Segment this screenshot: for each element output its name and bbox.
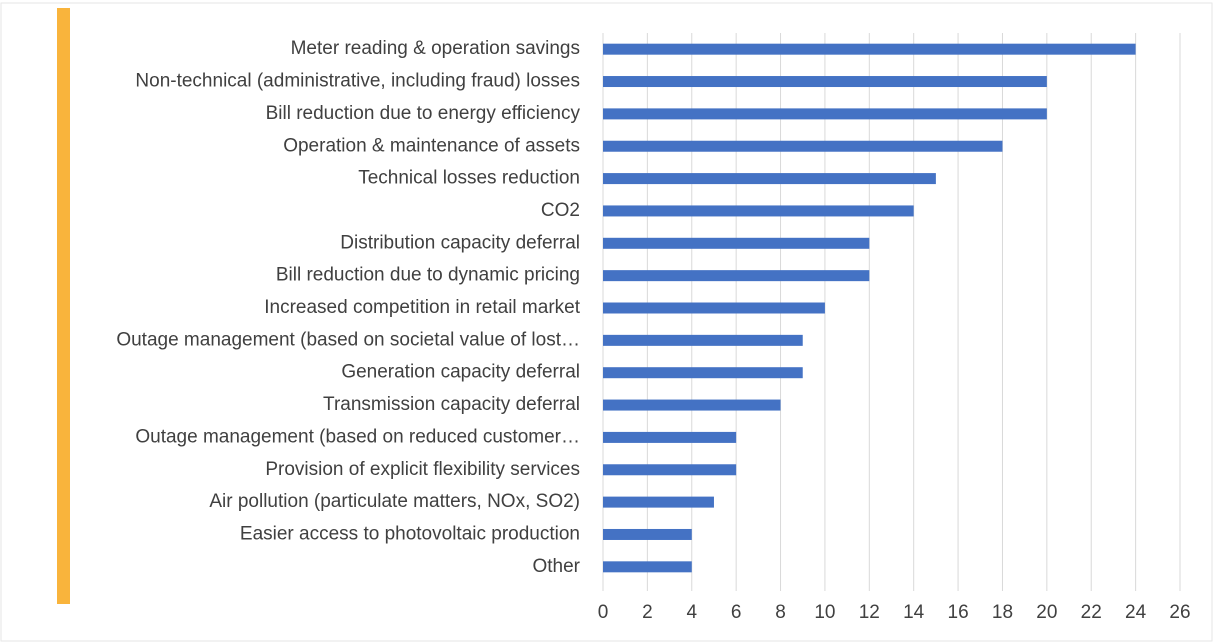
x-tick-label: 12 — [859, 602, 880, 623]
x-tick-label: 24 — [1125, 602, 1147, 623]
x-tick-label: 20 — [1036, 602, 1057, 623]
bar — [603, 140, 1003, 152]
y-tick-label: Meter reading & operation savings — [291, 38, 580, 59]
y-tick-label: Non-technical (administrative, including… — [135, 71, 580, 92]
y-tick-label: Air pollution (particulate matters, NOx,… — [209, 491, 580, 512]
bar — [603, 173, 936, 185]
y-tick-label: Easier access to photovoltaic production — [240, 523, 580, 544]
y-tick-label: Other — [532, 556, 580, 577]
y-tick-label: Bill reduction due to dynamic pricing — [276, 265, 580, 286]
bar — [603, 270, 870, 282]
y-tick-label: Operation & maintenance of assets — [283, 135, 580, 156]
bar — [603, 431, 737, 443]
x-tick-label: 4 — [686, 602, 697, 623]
y-tick-label: Outage management (based on societal val… — [116, 329, 580, 350]
x-tick-label: 0 — [598, 602, 609, 623]
bar — [603, 561, 692, 573]
bar — [603, 367, 803, 379]
y-tick-label: Increased competition in retail market — [264, 297, 580, 318]
x-tick-label: 16 — [948, 602, 969, 623]
bar — [603, 108, 1047, 120]
highlight-strip — [57, 8, 70, 604]
bar — [603, 496, 714, 508]
x-tick-label: 8 — [775, 602, 786, 623]
y-tick-label: Technical losses reduction — [358, 168, 580, 189]
y-tick-label: Transmission capacity deferral — [323, 394, 580, 415]
y-tick-label: CO2 — [541, 200, 580, 221]
bar — [603, 302, 825, 314]
y-tick-label: Distribution capacity deferral — [340, 232, 580, 253]
x-tick-label: 26 — [1169, 602, 1190, 623]
bar — [603, 43, 1136, 55]
x-tick-label: 10 — [814, 602, 835, 623]
x-tick-label: 6 — [731, 602, 742, 623]
bar — [603, 334, 803, 346]
x-tick-label: 2 — [642, 602, 653, 623]
y-tick-label: Bill reduction due to energy efficiency — [266, 103, 581, 124]
x-tick-label: 22 — [1081, 602, 1102, 623]
bar — [603, 76, 1047, 88]
x-tick-label: 18 — [992, 602, 1013, 623]
y-tick-label: Provision of explicit flexibility servic… — [265, 459, 580, 480]
bar — [603, 205, 914, 217]
bar — [603, 237, 870, 249]
y-tick-label: Generation capacity deferral — [341, 362, 580, 383]
bar — [603, 528, 692, 540]
x-tick-label: 14 — [903, 602, 925, 623]
bar — [603, 464, 737, 476]
bar — [603, 399, 781, 411]
y-tick-label: Outage management (based on reduced cust… — [135, 426, 580, 447]
